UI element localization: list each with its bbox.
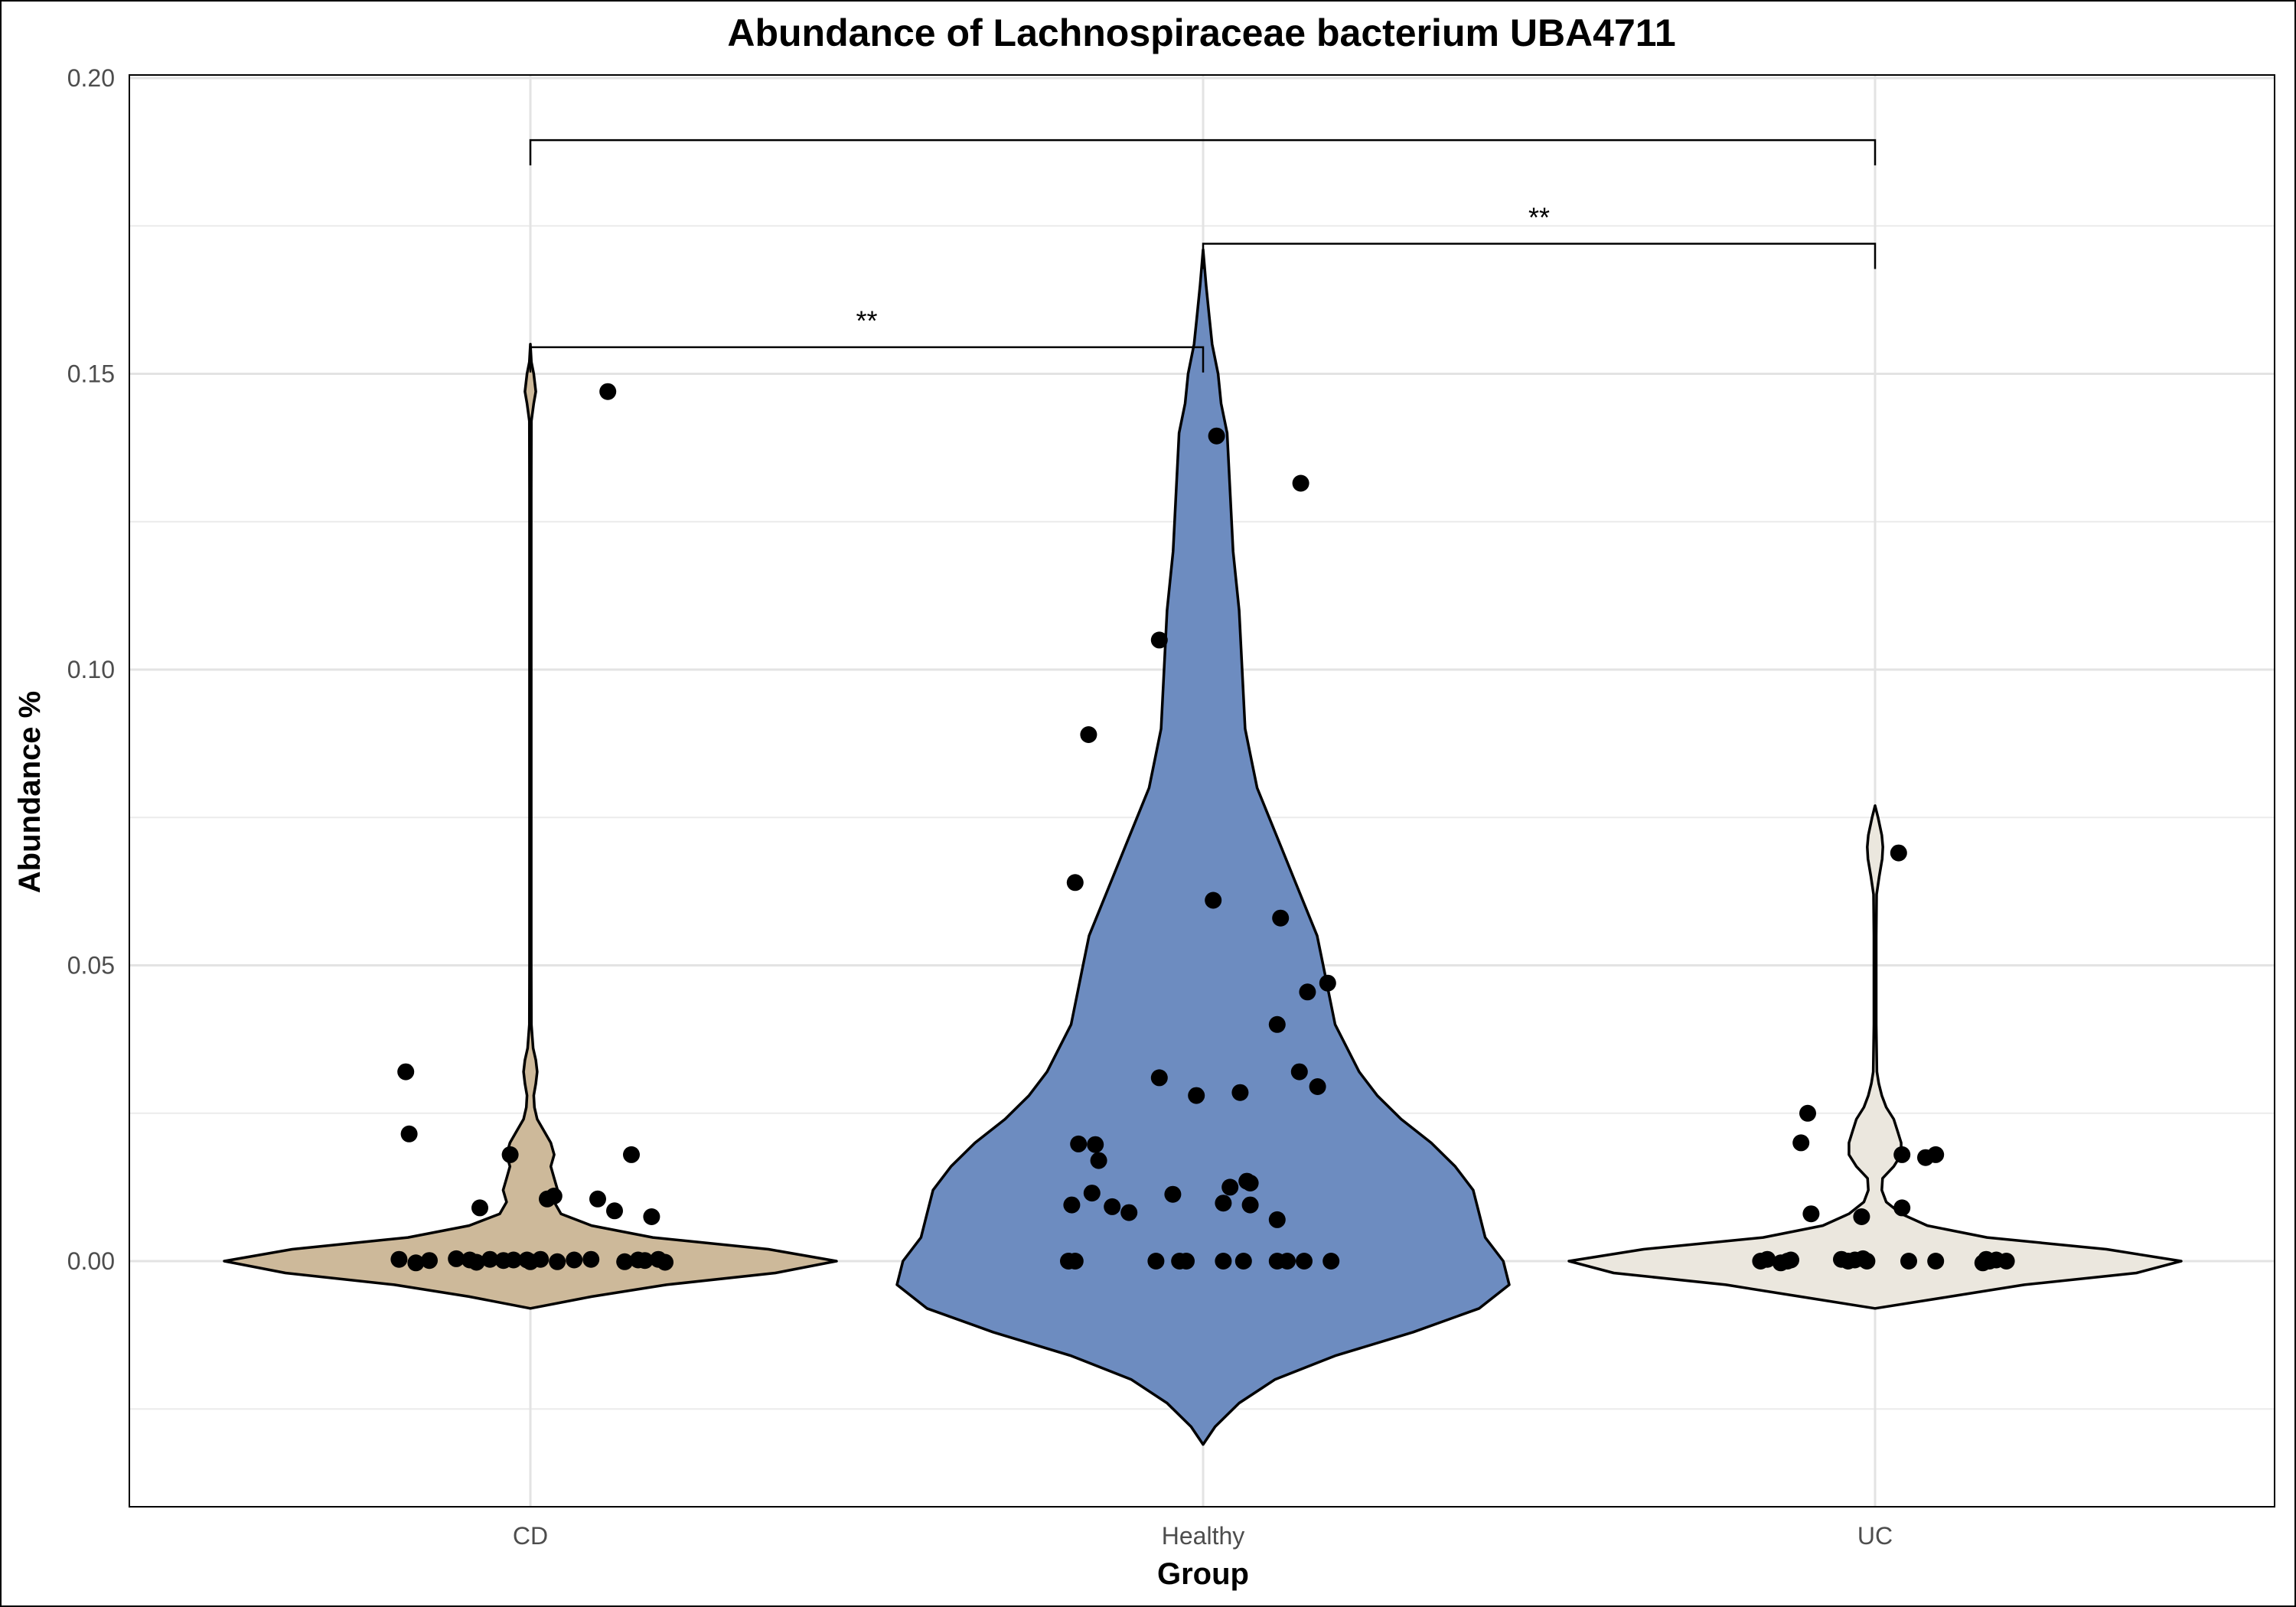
data-point-cd: [545, 1188, 563, 1204]
data-point-cd: [616, 1253, 634, 1270]
data-point-healthy: [1268, 1211, 1286, 1228]
data-point-uc: [1858, 1253, 1876, 1270]
data-point-healthy: [1215, 1195, 1232, 1212]
data-point-cd: [643, 1208, 660, 1225]
data-point-healthy: [1147, 1253, 1165, 1270]
chart-title: Abundance of Lachnospiraceae bacterium U…: [727, 11, 1675, 54]
data-point-cd: [471, 1199, 488, 1217]
data-point-uc: [1893, 1146, 1911, 1163]
data-point-cd: [448, 1250, 465, 1267]
data-point-healthy: [1299, 983, 1316, 1001]
x-tick-label: CD: [513, 1522, 548, 1550]
data-point-uc: [1893, 1199, 1911, 1217]
data-point-healthy: [1164, 1185, 1182, 1203]
data-point-healthy: [1150, 631, 1168, 649]
points-layer: [390, 383, 2015, 1272]
violin-healthy: [895, 248, 1511, 1446]
data-point-uc: [1853, 1208, 1870, 1225]
data-point-healthy: [1231, 1084, 1249, 1101]
data-point-healthy: [1272, 909, 1290, 927]
data-point-cd: [390, 1250, 408, 1268]
violin-uc: [1567, 804, 2183, 1310]
significance-bracket: [1202, 243, 1877, 269]
y-tick-label: 0.15: [67, 360, 115, 388]
y-axis-title: Abundance %: [13, 691, 47, 893]
data-point-cd: [501, 1146, 519, 1163]
data-point-cd: [468, 1253, 485, 1271]
data-point-healthy: [1205, 892, 1222, 909]
data-point-uc: [1927, 1146, 1945, 1163]
y-axis: 0.00 0.05 0.10 0.15 0.20: [67, 64, 115, 1275]
data-point-healthy: [1066, 874, 1084, 892]
data-point-uc: [1792, 1134, 1810, 1152]
data-point-healthy: [1080, 726, 1097, 743]
data-point-healthy: [1070, 1135, 1088, 1152]
data-point-healthy: [1104, 1198, 1121, 1215]
data-point-healthy: [1066, 1253, 1084, 1270]
y-tick-label: 0.00: [67, 1247, 115, 1275]
significance-label: **: [1528, 201, 1550, 233]
y-tick-label: 0.05: [67, 952, 115, 980]
data-point-cd: [407, 1254, 425, 1272]
data-point-healthy: [1063, 1196, 1081, 1214]
significance-bracket: [529, 139, 1877, 166]
significance-bracket: [529, 346, 1205, 373]
data-point-uc: [1782, 1251, 1799, 1269]
data-point-healthy: [1083, 1185, 1101, 1202]
data-point-cd: [522, 1253, 539, 1270]
data-point-uc: [1998, 1253, 2015, 1270]
data-point-uc: [1759, 1250, 1776, 1268]
data-point-cd: [589, 1190, 606, 1208]
data-point-cd: [582, 1250, 600, 1268]
data-point-healthy: [1087, 1136, 1104, 1153]
data-point-cd: [636, 1252, 654, 1270]
y-tick-label: 0.10: [67, 656, 115, 683]
data-point-cd: [397, 1063, 415, 1081]
data-point-uc: [1890, 844, 1907, 862]
data-point-healthy: [1178, 1253, 1195, 1270]
data-point-healthy: [1234, 1253, 1252, 1270]
y-tick-label: 0.20: [67, 64, 115, 92]
data-point-cd: [400, 1125, 418, 1143]
x-tick-label: UC: [1857, 1522, 1893, 1550]
data-point-healthy: [1241, 1196, 1259, 1214]
data-point-uc: [1927, 1253, 1945, 1270]
data-point-cd: [623, 1146, 640, 1163]
data-point-cd: [421, 1252, 438, 1270]
x-tick-label: Healthy: [1162, 1522, 1245, 1550]
data-point-cd: [657, 1253, 673, 1271]
significance-label: **: [856, 305, 877, 337]
data-point-healthy: [1268, 1015, 1286, 1033]
violin-cd: [223, 343, 838, 1310]
data-point-cd: [566, 1251, 583, 1269]
data-point-healthy: [1090, 1152, 1107, 1169]
data-point-healthy: [1296, 1253, 1313, 1270]
x-axis: CD Healthy UC: [513, 1522, 1893, 1550]
data-point-cd: [481, 1250, 499, 1268]
data-point-cd: [599, 383, 617, 400]
significance-brackets: ** **: [529, 139, 1877, 373]
data-point-healthy: [1221, 1178, 1239, 1196]
data-point-healthy: [1292, 474, 1309, 492]
data-point-uc: [1799, 1104, 1816, 1122]
data-point-healthy: [1188, 1087, 1205, 1104]
data-point-healthy: [1319, 974, 1336, 992]
data-point-healthy: [1208, 427, 1225, 445]
data-point-healthy: [1215, 1253, 1232, 1270]
plot-panel-border: [129, 74, 2275, 1508]
x-axis-title: Group: [1157, 1557, 1249, 1591]
data-point-cd: [505, 1251, 522, 1269]
data-point-healthy: [1241, 1175, 1259, 1191]
data-point-healthy: [1290, 1063, 1308, 1081]
data-point-healthy: [1150, 1069, 1168, 1087]
data-point-cd: [549, 1253, 566, 1270]
data-point-uc: [1900, 1253, 1917, 1270]
data-point-healthy: [1309, 1078, 1326, 1095]
data-point-uc: [1802, 1205, 1820, 1223]
data-point-cd: [606, 1202, 623, 1220]
data-point-healthy: [1322, 1253, 1340, 1270]
data-point-healthy: [1279, 1253, 1296, 1270]
data-point-healthy: [1120, 1204, 1138, 1221]
